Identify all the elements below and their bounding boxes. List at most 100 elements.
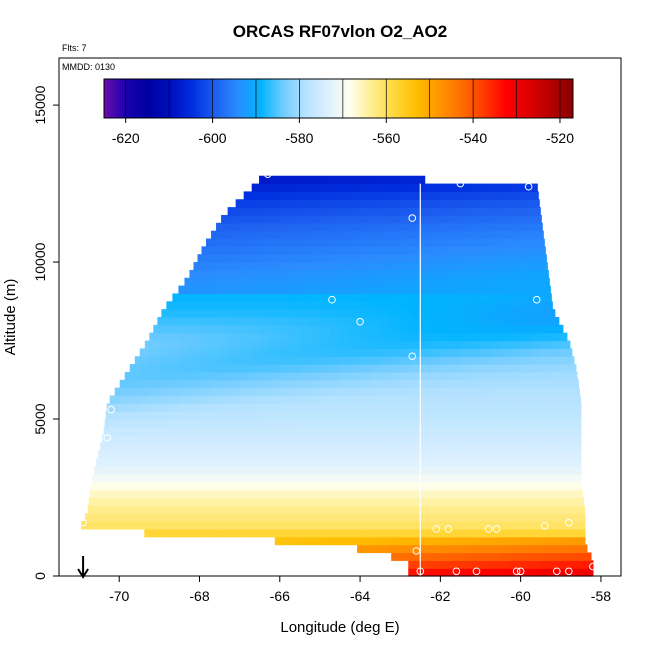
heatmap-cell: [309, 262, 321, 271]
heatmap-cell: [139, 505, 150, 514]
heatmap-cell: [179, 458, 191, 467]
heatmap-cell: [119, 403, 130, 412]
heatmap-cell: [530, 568, 542, 577]
heatmap-cell: [149, 419, 160, 428]
heatmap-cell: [219, 340, 231, 349]
heatmap-cell: [239, 364, 251, 373]
heatmap-cell: [269, 254, 281, 263]
heatmap-cell: [490, 395, 502, 404]
colorbar-segment: [305, 79, 309, 118]
heatmap-cell: [490, 489, 502, 499]
heatmap-cell: [380, 269, 391, 279]
heatmap-cell: [480, 324, 492, 334]
colorbar-segment: [312, 79, 316, 118]
heatmap-cell: [400, 552, 411, 561]
heatmap-cell: [530, 426, 542, 436]
heatmap-cell: [309, 419, 321, 428]
heatmap-cell: [560, 395, 572, 404]
colorbar-segment: [122, 79, 126, 118]
heatmap-cell: [219, 332, 231, 342]
heatmap-cell: [329, 230, 341, 240]
heatmap-cell: [309, 379, 321, 389]
heatmap-cell: [340, 505, 351, 514]
heatmap-cell: [570, 395, 581, 404]
heatmap-cell: [500, 238, 512, 247]
heatmap-cell: [350, 536, 361, 546]
heatmap-cell: [410, 426, 421, 436]
heatmap-cell: [420, 568, 431, 577]
heatmap-cell: [450, 568, 462, 577]
heatmap-cell: [209, 395, 221, 404]
heatmap-cell: [109, 411, 120, 420]
heatmap-cell: [149, 348, 160, 357]
heatmap-cell: [249, 269, 261, 279]
heatmap-cell: [229, 214, 241, 224]
heatmap-cell: [109, 489, 120, 499]
heatmap-cell: [319, 489, 331, 499]
heatmap-cell: [530, 528, 542, 538]
heatmap-cell: [500, 411, 512, 420]
heatmap-cell: [99, 521, 110, 530]
heatmap-cell: [209, 379, 221, 389]
heatmap-cell: [410, 442, 421, 452]
colorbar-segment: [453, 79, 457, 118]
heatmap-cell: [189, 293, 201, 302]
heatmap-cell: [239, 489, 251, 499]
heatmap-cell: [319, 466, 331, 475]
heatmap-cell: [189, 466, 201, 475]
heatmap-cell: [470, 521, 482, 530]
heatmap-cell: [490, 262, 502, 271]
heatmap-cell: [380, 505, 391, 514]
heatmap-cell: [370, 505, 381, 514]
colorbar-segment: [359, 79, 363, 118]
heatmap-cell: [350, 481, 361, 491]
heatmap-cell: [199, 458, 211, 467]
heatmap-cell: [209, 324, 221, 334]
observation-point: [484, 525, 493, 533]
heatmap-cell: [540, 379, 552, 389]
colorbar-segment: [179, 79, 182, 118]
heatmap-cell: [430, 207, 441, 216]
heatmap-cell: [400, 442, 411, 452]
heatmap-cell: [550, 505, 562, 514]
heatmap-cell: [159, 489, 170, 499]
x-tick-label: -58: [591, 588, 611, 604]
heatmap-cell: [239, 293, 251, 302]
heatmap-cell: [410, 191, 421, 200]
heatmap-cell: [279, 419, 291, 428]
heatmap-cell: [209, 348, 221, 357]
heatmap-cell: [299, 395, 311, 404]
heatmap-cell: [430, 324, 441, 334]
heatmap-cell: [169, 497, 181, 506]
heatmap-cell: [420, 450, 431, 459]
heatmap-cell: [289, 481, 301, 491]
heatmap-cell: [249, 466, 261, 475]
heatmap-cell: [450, 293, 462, 302]
colorbar-segment: [542, 79, 546, 118]
heatmap-cell: [430, 317, 441, 326]
heatmap-cell: [490, 293, 502, 302]
heatmap-cell: [490, 371, 502, 381]
heatmap-cell: [289, 434, 301, 444]
heatmap-cell: [219, 262, 231, 271]
heatmap-cell: [269, 230, 281, 240]
heatmap-cell: [410, 293, 421, 302]
heatmap-cell: [350, 262, 361, 271]
heatmap-cell: [440, 238, 451, 247]
heatmap-cell: [500, 489, 512, 499]
heatmap-cell: [319, 285, 331, 295]
heatmap-cell: [520, 230, 532, 240]
heatmap-cell: [510, 419, 522, 428]
heatmap-cell: [500, 371, 512, 381]
heatmap-cell: [360, 419, 371, 428]
heatmap-cell: [520, 371, 532, 381]
heatmap-cell: [289, 317, 301, 326]
heatmap-cell: [189, 450, 201, 459]
heatmap-cell: [269, 442, 281, 452]
heatmap-cell: [560, 332, 568, 342]
heatmap-cell: [299, 442, 311, 452]
heatmap-cell: [460, 230, 472, 240]
heatmap-cell: [560, 426, 572, 436]
heatmap-cell: [309, 214, 321, 224]
heatmap-cell: [440, 254, 451, 263]
